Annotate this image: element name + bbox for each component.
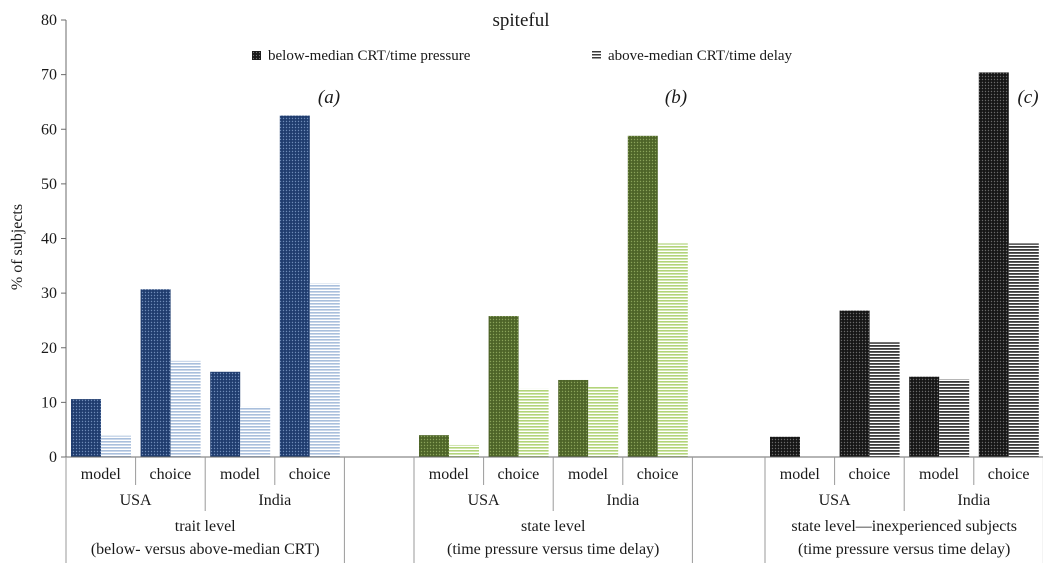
x-country-label: India — [957, 492, 990, 509]
y-tick-label: 60 — [41, 121, 57, 138]
chart-title: spiteful — [493, 10, 550, 31]
bar-above-median — [240, 406, 271, 457]
legend: below-median CRT/time pressure above-med… — [252, 48, 793, 64]
bar-above-median — [939, 379, 970, 457]
y-tick-label: 20 — [41, 340, 57, 357]
panel-tag: (b) — [665, 87, 687, 108]
x-axis: model choice model choice USA India trait leve… — [65, 456, 1043, 563]
bar-below-median — [488, 316, 519, 457]
x-group-label: trait level — [175, 518, 236, 535]
panel-tags: (a) (b) (c) — [318, 87, 1039, 108]
bar-below-median — [839, 310, 870, 457]
x-group-label: state level — [521, 518, 586, 535]
x-country-label: India — [258, 492, 291, 509]
x-tick-label: model — [220, 466, 261, 483]
bar-below-median — [140, 289, 171, 457]
y-tick-label: 70 — [41, 67, 57, 84]
legend-label-below: below-median CRT/time pressure — [268, 48, 471, 64]
x-group-label: state level—inexperienced subjects — [791, 518, 1017, 535]
x-tick-label: model — [429, 466, 470, 483]
x-tick-label: choice — [289, 466, 331, 483]
x-tick-label: choice — [849, 466, 891, 483]
x-country-label: India — [606, 492, 639, 509]
x-tick-label: choice — [498, 466, 540, 483]
bar-below-median — [71, 399, 101, 457]
x-tick-label: model — [780, 466, 821, 483]
y-tick-label: 0 — [49, 449, 57, 466]
y-axis: 0 10 20 30 40 50 60 70 80 — [41, 12, 67, 466]
x-tick-label: model — [568, 466, 609, 483]
bar-above-median — [1008, 243, 1039, 457]
legend-swatch-below — [252, 51, 261, 60]
y-tick-label: 50 — [41, 176, 57, 193]
bars — [71, 72, 1039, 457]
bar-below-median — [279, 115, 310, 457]
x-country-label: USA — [120, 492, 152, 509]
y-tick-label: 80 — [41, 12, 57, 29]
bar-below-median — [978, 72, 1009, 457]
x-tick-label: choice — [150, 466, 192, 483]
bar-below-median — [770, 436, 800, 457]
x-tick-label: choice — [637, 466, 679, 483]
bar-above-median — [518, 388, 549, 457]
y-tick-label: 30 — [41, 285, 57, 302]
bar-above-median — [588, 386, 619, 457]
bar-above-median — [657, 243, 688, 457]
x-tick-label: choice — [988, 466, 1030, 483]
bar-above-median — [170, 360, 201, 457]
bar-above-median — [309, 283, 340, 457]
bar-below-median — [627, 135, 658, 457]
panel-tag: (a) — [318, 87, 340, 108]
legend-label-above: above-median CRT/time delay — [608, 48, 793, 64]
bar-below-median — [909, 376, 940, 457]
bar-above-median — [101, 435, 131, 457]
panel-tag: (c) — [1017, 87, 1038, 108]
y-tick-label: 10 — [41, 394, 57, 411]
x-group-sublabel: (time pressure versus time delay) — [447, 541, 659, 558]
bar-above-median — [449, 444, 479, 457]
y-axis-label: % of subjects — [9, 204, 26, 290]
x-tick-label: model — [919, 466, 960, 483]
legend-swatch-above — [592, 51, 601, 60]
bar-below-median — [558, 379, 589, 457]
x-country-label: USA — [819, 492, 851, 509]
bar-above-median — [869, 342, 900, 457]
bar-below-median — [210, 371, 241, 457]
bar-below-median — [419, 435, 449, 457]
x-group-sublabel: (time pressure versus time delay) — [798, 541, 1010, 558]
x-tick-label: model — [81, 466, 122, 483]
y-tick-label: 40 — [41, 231, 57, 248]
x-country-label: USA — [468, 492, 500, 509]
x-group-sublabel: (below- versus above-median CRT) — [91, 541, 320, 558]
